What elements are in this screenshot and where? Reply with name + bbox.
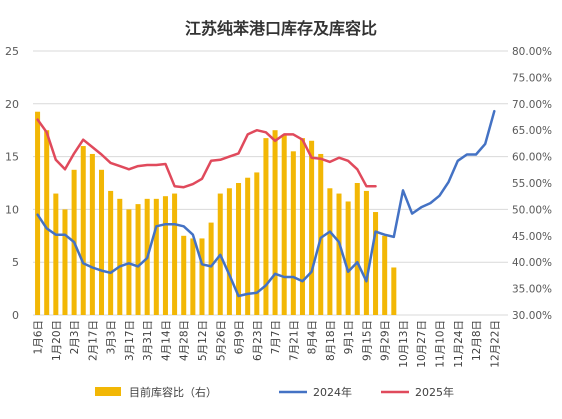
x-tick-label: 6月23日 [252, 320, 264, 361]
bar [172, 193, 178, 315]
x-tick-label: 3月31日 [142, 320, 154, 361]
right-tick-label: 75.00% [512, 72, 552, 84]
bar-series [35, 111, 397, 315]
bar [117, 198, 123, 315]
bar [44, 130, 50, 315]
bar [108, 190, 114, 315]
x-tick-label: 11月10日 [435, 320, 447, 368]
right-tick-label: 65.00% [512, 125, 552, 137]
x-tick-label: 2月3日 [69, 320, 81, 354]
legend-swatch-bar [95, 387, 121, 396]
x-tick-label: 4月28日 [179, 320, 191, 361]
bar [62, 209, 68, 315]
right-tick-label: 55.00% [512, 178, 552, 190]
x-tick-label: 9月29日 [380, 320, 392, 361]
x-tick-label: 1月20日 [51, 320, 63, 361]
series-line [36, 109, 496, 298]
x-tick-label: 3月3日 [106, 320, 118, 354]
x-tick-label: 5月26日 [215, 320, 227, 361]
bar [181, 235, 187, 315]
left-tick-label: 10 [5, 203, 19, 216]
bar [263, 138, 269, 315]
x-tick-label: 1月6日 [33, 320, 45, 354]
x-tick-label: 8月4日 [307, 320, 319, 354]
x-tick-label: 11月24日 [453, 320, 465, 368]
bar [373, 212, 379, 315]
x-tick-label: 10月27日 [416, 320, 428, 368]
right-tick-label: 30.00% [512, 310, 552, 322]
bar [318, 153, 324, 315]
x-tick-label: 9月1日 [343, 320, 355, 354]
right-tick-label: 45.00% [512, 231, 552, 243]
x-tick-label: 10月13日 [398, 320, 410, 368]
bar [354, 183, 360, 315]
x-tick-label: 5月12日 [197, 320, 209, 361]
series-line [36, 118, 377, 189]
x-tick-label: 7月21日 [288, 320, 300, 361]
legend-label: 2024年 [313, 385, 352, 399]
bar [281, 135, 287, 315]
x-tick-label: 7月7日 [270, 320, 282, 354]
bar [199, 238, 205, 315]
bar [254, 172, 260, 315]
bar [89, 153, 95, 315]
bar [135, 204, 141, 315]
bar [208, 222, 214, 315]
right-tick-label: 50.00% [512, 204, 552, 216]
left-tick-label: 5 [12, 256, 19, 269]
x-tick-label: 3月17日 [124, 320, 136, 361]
x-tick-label: 6月9日 [234, 320, 246, 354]
legend-label: 2025年 [415, 385, 454, 399]
bar [35, 111, 41, 315]
x-tick-label: 2月17日 [87, 320, 99, 361]
bar [153, 198, 159, 315]
x-axis: 1月6日 1月20日 2月3日 2月17日 3月3日 3月17日 3月31日 4月14日 4月2… [33, 320, 502, 368]
legend-label: 目前库容比（右） [129, 385, 217, 399]
left-axis: 0 5 10 15 20 25 [5, 45, 19, 322]
bar [290, 151, 296, 315]
bar [53, 193, 59, 315]
bar [236, 183, 242, 315]
line-series [36, 109, 496, 298]
x-tick-label: 12月8日 [471, 320, 483, 361]
right-tick-label: 60.00% [512, 152, 552, 164]
bar [299, 138, 305, 315]
left-tick-label: 0 [12, 309, 19, 322]
right-axis: 30.00% 35.00% 40.00% 45.00% 50.00% 55.00% 60.0… [512, 46, 552, 322]
chart-title: 江苏纯苯港口库存及库容比 [185, 19, 377, 38]
bar [327, 188, 333, 315]
bar [80, 146, 86, 315]
legend: 目前库容比（右） 2024年 2025年 [95, 385, 454, 399]
right-tick-label: 35.00% [512, 284, 552, 296]
left-tick-label: 15 [5, 151, 19, 164]
bar [345, 201, 351, 315]
right-tick-label: 80.00% [512, 46, 552, 58]
bar [162, 196, 168, 315]
bar [309, 140, 315, 315]
bar [245, 177, 251, 315]
right-tick-label: 70.00% [512, 99, 552, 111]
bar [336, 193, 342, 315]
x-tick-label: 8月18日 [325, 320, 337, 361]
x-tick-label: 9月15日 [361, 320, 373, 361]
left-tick-label: 25 [5, 45, 19, 58]
bar [272, 130, 278, 315]
left-tick-label: 20 [5, 98, 19, 111]
grid [33, 50, 508, 316]
bar [382, 235, 388, 315]
x-tick-label: 4月14日 [161, 320, 173, 361]
bar [98, 169, 105, 315]
right-tick-label: 40.00% [512, 257, 552, 269]
bar [226, 188, 232, 315]
x-tick-label: 12月22日 [489, 320, 501, 368]
bar [190, 238, 196, 315]
bar [363, 190, 369, 315]
bar [391, 267, 397, 315]
